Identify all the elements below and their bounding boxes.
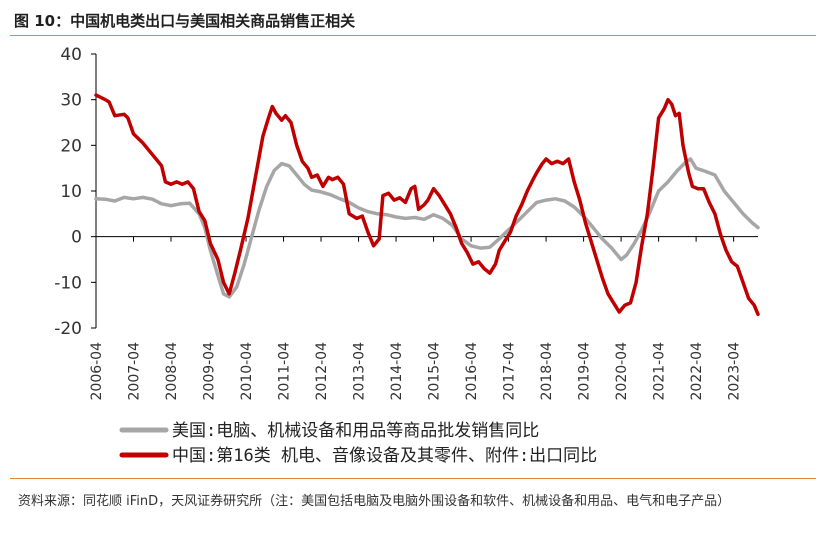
y-tick-label: 0 [71,228,82,248]
y-axis-ticks: -20 -10 0 10 20 30 40 [54,45,96,339]
y-tick-label: -10 [54,273,82,293]
legend-label: 美国:电脑、机械设备和用品等商品批发销售同比 [172,421,539,441]
y-tick-label: 30 [60,91,82,111]
source-divider [10,478,816,479]
y-tick-label: 40 [60,45,82,65]
x-tick-label: 2022-04 [689,342,705,401]
source-note: 资料来源：同花顺 iFinD，天风证券研究所（注：美国包括电脑及电脑外围设备和软… [18,494,731,509]
x-tick-label: 2006-04 [89,342,105,401]
x-tick-label: 2011-04 [277,342,293,401]
legend-label: 中国:第16类 机电、音像设备及其零件、附件:出口同比 [172,446,597,466]
series-lines [94,93,760,317]
x-axis-ticks: 2006-04 2007-04 2008-04 2009-04 2010-04 2011-… [89,236,743,401]
figure-title: 图 10：中国机电类出口与美国相关商品销售正相关 [14,12,356,30]
x-tick-label: 2023-04 [727,342,743,401]
x-tick-label: 2016-04 [464,342,480,401]
series-line-us [94,157,760,299]
title-divider [10,35,816,36]
x-tick-label: 2019-04 [577,342,593,401]
x-tick-label: 2009-04 [202,342,218,401]
series-line-china [94,93,760,317]
y-tick-label: 20 [60,136,82,156]
x-tick-label: 2015-04 [427,342,443,401]
x-tick-label: 2020-04 [614,342,630,401]
x-tick-label: 2013-04 [352,342,368,401]
x-tick-label: 2010-04 [239,342,255,401]
x-tick-label: 2017-04 [502,342,518,401]
x-tick-label: 2018-04 [539,342,555,401]
x-tick-label: 2012-04 [314,342,330,401]
x-tick-label: 2008-04 [164,342,180,401]
x-tick-label: 2021-04 [652,342,668,401]
y-tick-label: -20 [54,319,82,339]
x-tick-label: 2007-04 [127,342,143,401]
y-tick-label: 10 [60,182,82,202]
x-tick-label: 2014-04 [389,342,405,401]
